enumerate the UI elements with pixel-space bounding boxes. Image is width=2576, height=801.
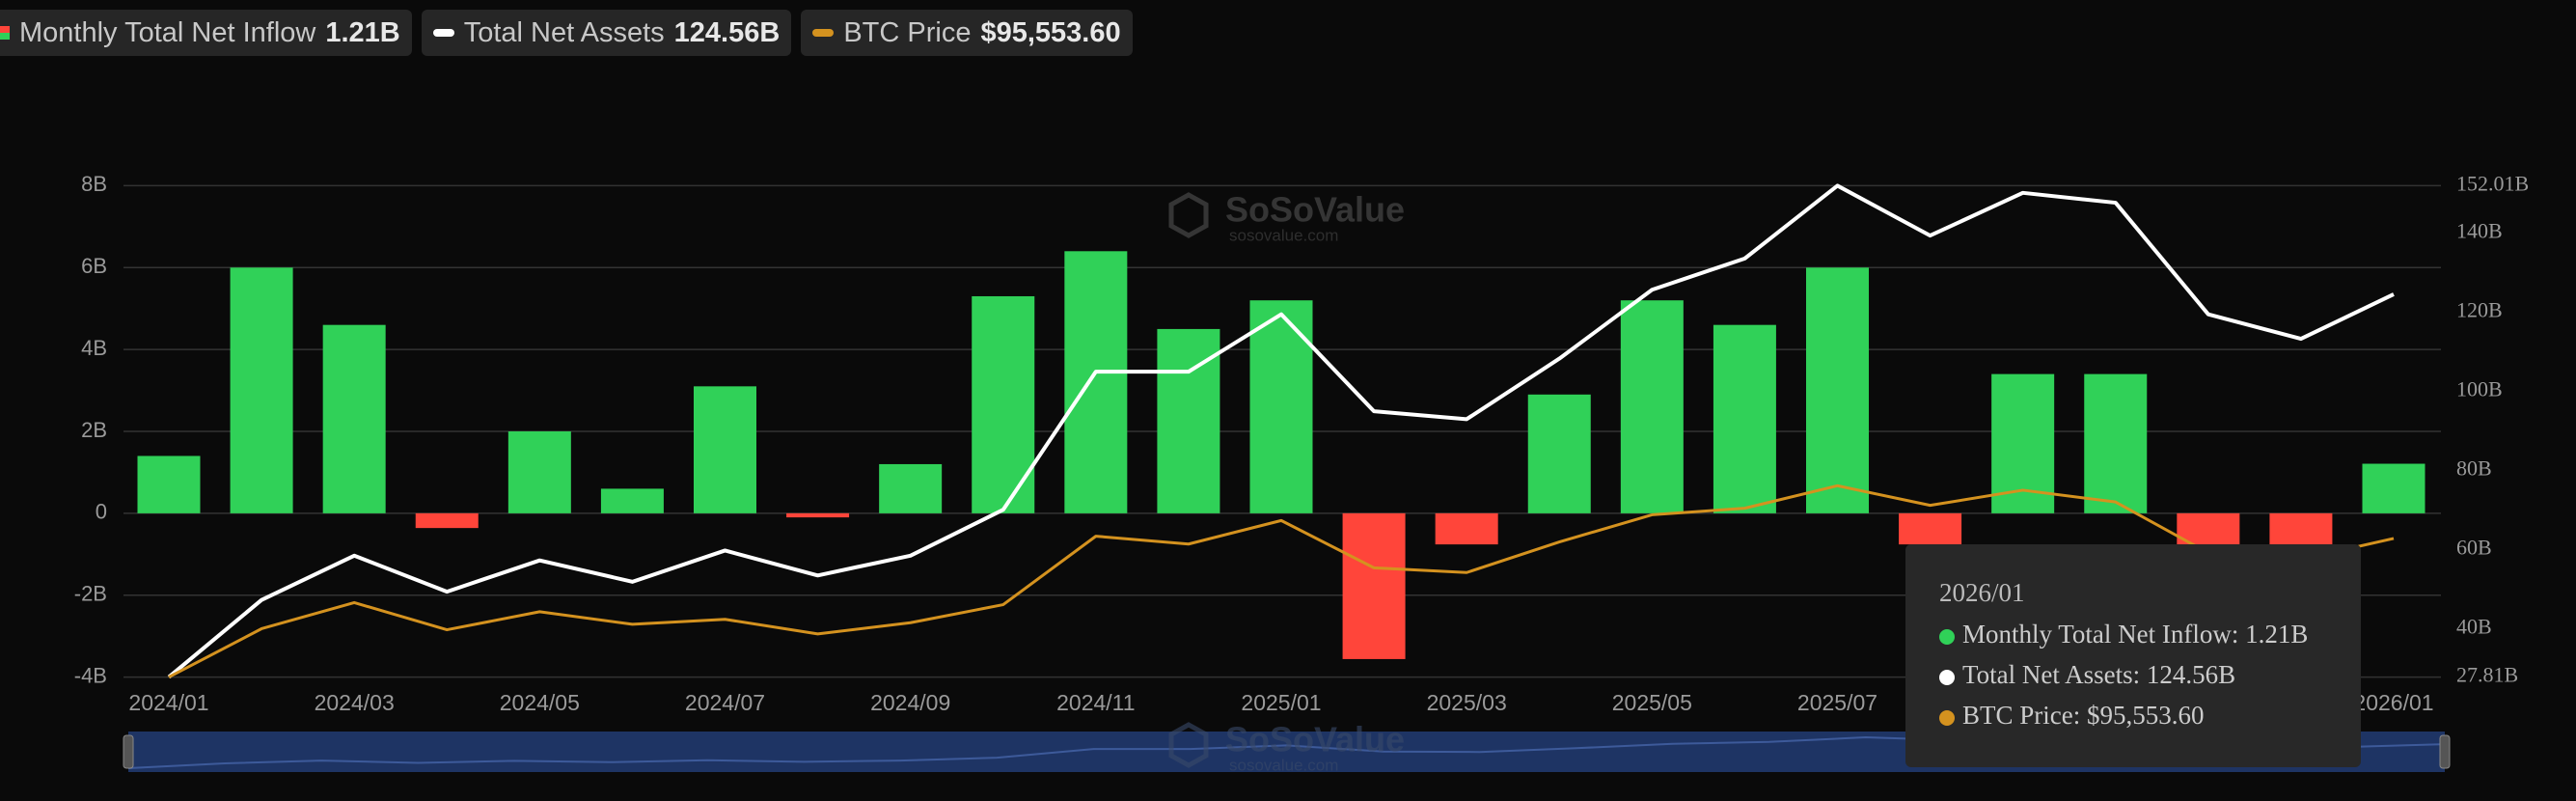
y2-tick-label: 120B [2456, 298, 2503, 322]
bar [1342, 512, 1406, 659]
legend-icon [0, 26, 10, 40]
bar [1806, 267, 1869, 513]
y-tick-label: 4B [81, 336, 107, 360]
bar [694, 386, 756, 513]
bar [415, 512, 479, 529]
y2-tick-label: 40B [2456, 615, 2492, 639]
bar [879, 463, 943, 513]
tooltip-dot [1939, 670, 1955, 685]
x-tick-label: 2025/03 [1427, 690, 1507, 715]
bar [1713, 324, 1776, 513]
y-tick-label: -2B [74, 582, 107, 606]
bar [507, 431, 571, 513]
y-tick-label: 0 [96, 500, 107, 524]
tooltip-row: Monthly Total Net Inflow: 1.21B [1962, 620, 2308, 649]
bar [1620, 300, 1684, 513]
bar [322, 324, 386, 513]
legend-item: BTC Price $95,553.60 [801, 10, 1133, 56]
bar [137, 456, 201, 513]
legend-value: $95,553.60 [980, 16, 1121, 48]
legend-value: 124.56B [673, 16, 781, 48]
y2-tick-label: 80B [2456, 456, 2492, 481]
bar [1064, 251, 1128, 513]
bar [2362, 463, 2425, 513]
tooltip-row: BTC Price: $95,553.60 [1962, 701, 2205, 730]
legend-icon [812, 29, 835, 37]
tooltip-title: 2026/01 [1939, 578, 2025, 607]
legend-item: Total Net Assets 124.56B [421, 10, 792, 56]
watermark: SoSoValue sosovalue.com [1168, 190, 1405, 244]
legend-name: Monthly Total Net Inflow [19, 16, 316, 48]
y2-tick-label: 152.01B [2456, 171, 2529, 195]
x-tick-label: 2024/01 [128, 690, 208, 715]
line [168, 483, 2395, 678]
watermark-brand: SoSoValue [1225, 190, 1405, 230]
watermark-logo [1168, 192, 1209, 238]
bar [1435, 512, 1498, 545]
y-tick-label: 6B [81, 254, 107, 278]
bar [1527, 394, 1591, 513]
x-tick-label: 2024/03 [315, 690, 395, 715]
bar [972, 295, 1035, 513]
watermark-url: sosovalue.com [1229, 226, 1338, 244]
y2-tick-label: 140B [2456, 219, 2503, 243]
y2-tick-label: 60B [2456, 536, 2492, 560]
x-tick-label: 2025/05 [1612, 690, 1692, 715]
bar [2084, 373, 2148, 513]
y2-tick-label: 27.81B [2456, 663, 2518, 687]
y2-tick-label: 100B [2456, 377, 2503, 401]
x-tick-label: 2024/09 [870, 690, 950, 715]
y-tick-label: -4B [74, 663, 107, 687]
tooltip: 2026/01 Monthly Total Net Inflow: 1.21B To… [1905, 544, 2361, 767]
x-tick-label: 2024/11 [1056, 690, 1135, 715]
x-tick-label: 2025/07 [1797, 690, 1877, 715]
watermark-url: sosovalue.com [1229, 756, 1338, 774]
legend-value: 1.21B [325, 16, 400, 48]
x-tick-label: 2025/01 [1241, 690, 1321, 715]
tooltip-row: Total Net Assets: 124.56B [1962, 660, 2235, 689]
watermark-brand: SoSoValue [1225, 720, 1405, 760]
tooltip-box [1905, 544, 2361, 767]
bar [600, 488, 664, 513]
y-tick-label: 8B [81, 172, 107, 196]
slider-handle [2439, 734, 2451, 769]
legend: Monthly Total Net Inflow 1.21B Total Net A… [0, 10, 1133, 56]
bar [2269, 512, 2333, 546]
tooltip-dot [1939, 629, 1955, 645]
legend-item: Monthly Total Net Inflow 1.21B [0, 10, 412, 56]
bar [1249, 300, 1313, 513]
bar [1899, 512, 1962, 545]
y-tick-label: 2B [81, 418, 107, 442]
watermark-logo [1168, 722, 1209, 768]
tooltip-dot [1939, 710, 1955, 726]
bar [786, 512, 850, 518]
line [167, 183, 2395, 679]
legend-name: BTC Price [843, 16, 972, 48]
legend-name: Total Net Assets [463, 16, 665, 48]
legend-icon [432, 29, 454, 37]
slider-handle [123, 734, 134, 769]
x-tick-label: 2024/07 [685, 690, 765, 715]
bar [230, 267, 293, 513]
x-tick-label: 2026/01 [2353, 690, 2433, 715]
x-tick-label: 2024/05 [500, 690, 580, 715]
